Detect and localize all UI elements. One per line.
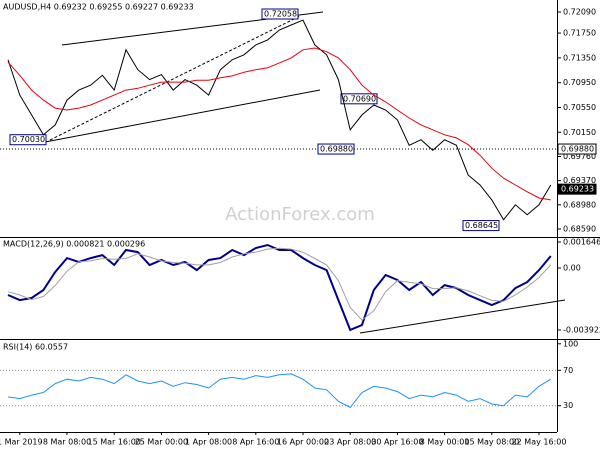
x-tick-label: 23 Apr 08:00 [324,438,376,447]
series-line [7,373,552,409]
y-tick-label: 0.00 [563,264,581,273]
y-tick-label: 0.001646 [563,238,600,247]
y-tick-label: 0.70550 [563,103,596,112]
y-tick-label: 100 [563,339,578,348]
watermark: ActionForex.com [225,204,375,225]
price-label: 0.69233 [561,185,594,194]
price-label-box [557,143,597,155]
x-tick-label: 30 Apr 16:00 [371,438,423,447]
trend-line [44,89,321,143]
annotation-label: 0.70690 [343,94,376,103]
series-line [7,19,552,221]
x-tick-label: 16 Apr 00:00 [277,438,329,447]
chart-title: AUDUSD,H4 0.69232 0.69255 0.69227 0.6923… [3,3,194,12]
x-tick-label: 15 Mar 16:00 [87,438,140,447]
price-label-box [557,183,597,195]
y-tick-label: 0.71750 [563,29,596,38]
annotation-label: 0.70030 [12,135,45,144]
x-tick-label: 25 Mar 00:00 [135,438,188,447]
x-tick-label: 1 Mar 2019 [0,438,43,447]
y-tick-label: -0.003922 [563,325,600,334]
annotation-label: 0.68645 [465,221,498,230]
y-tick-label: 0.71350 [563,53,596,62]
x-tick-label: 8 Apr 16:00 [232,438,279,447]
x-tick-label: 8 Mar 08:00 [43,438,91,447]
y-tick-label: 0.68980 [563,200,596,209]
series-line [7,243,552,332]
price-label: 0.69880 [561,145,594,154]
series-line [7,47,551,201]
x-tick-label: 15 May 08:00 [464,438,519,447]
annotation-box [340,93,378,105]
x-tick-label: 1 Apr 08:00 [185,438,232,447]
x-tick-label: 22 May 16:00 [512,438,567,447]
y-tick-label: 0.69370 [563,176,596,185]
annotation-box [317,143,355,155]
series-line [7,247,552,321]
panel-title: RSI(14) 60.0557 [3,343,68,352]
x-tick-label: 8 May 00:00 [420,438,470,447]
annotation-box [462,220,500,232]
annotation-label: 0.72058 [264,10,297,19]
y-tick-label: 0.72090 [563,8,596,17]
panel-title: MACD(12,26,9) 0.000821 0.000296 [3,240,145,249]
y-tick-label: 30 [563,401,573,410]
annotation-label: 0.69880 [320,145,353,154]
trend-line [49,15,301,141]
y-tick-label: 70 [563,366,573,375]
annotation-box [9,134,47,146]
trend-line [359,299,566,334]
y-tick-label: 0.70150 [563,128,596,137]
y-tick-label: 0.70950 [563,78,596,87]
annotation-box [261,8,299,20]
y-tick-label: 0.69760 [563,152,596,161]
y-tick-label: 0.68590 [563,224,596,233]
